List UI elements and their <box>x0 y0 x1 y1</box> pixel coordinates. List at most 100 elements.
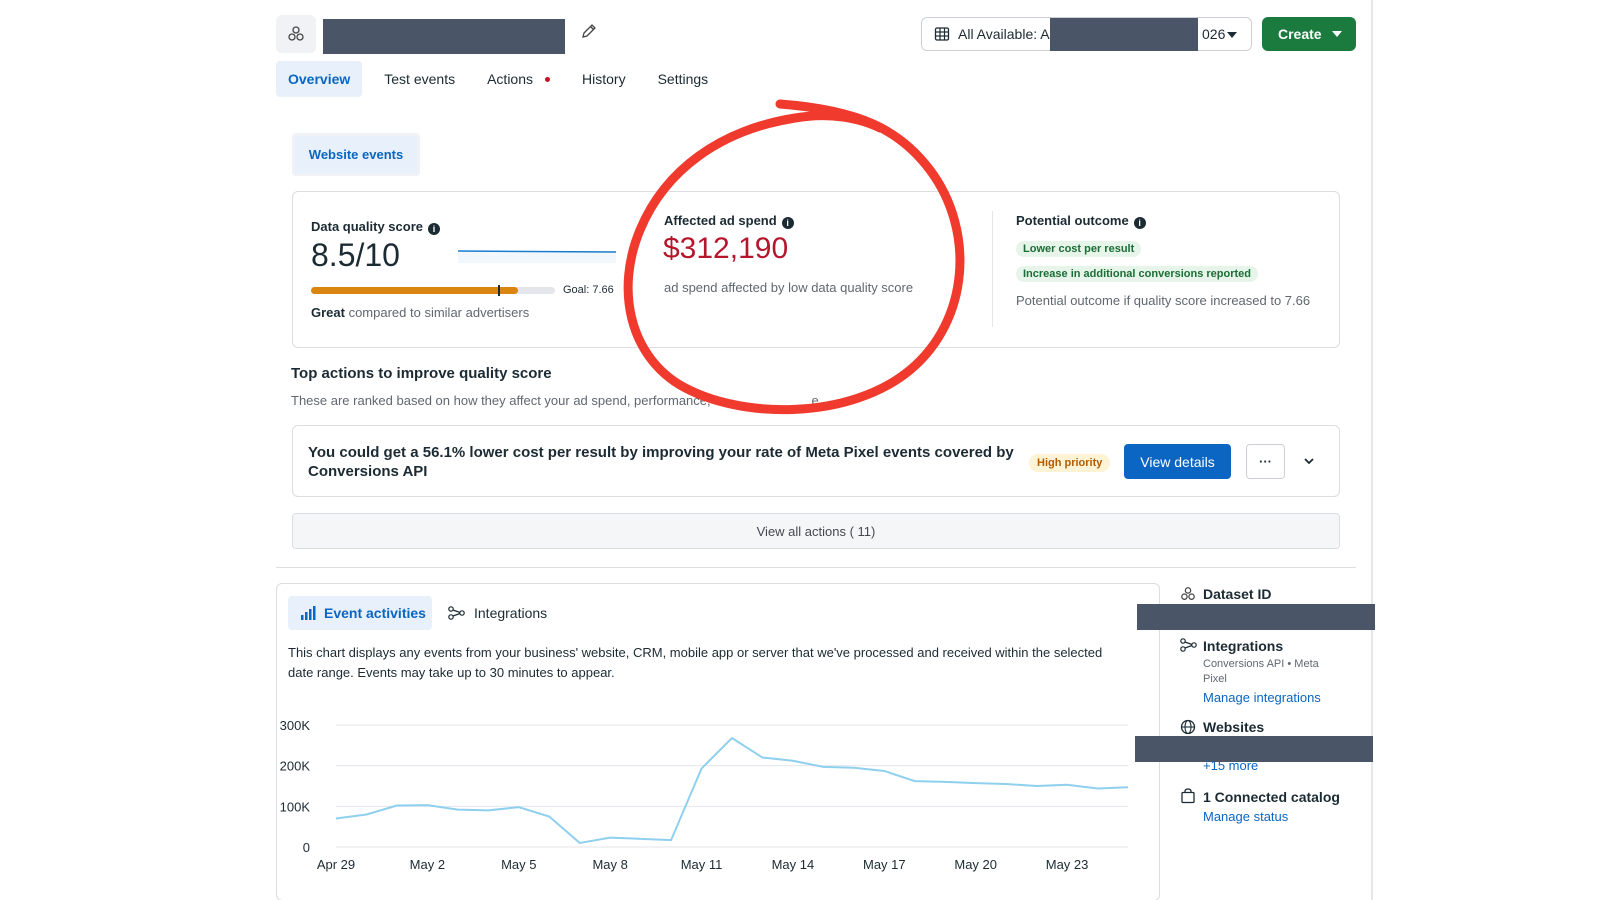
date-range-label: All Available: Ap <box>958 26 1058 42</box>
chevron-down-icon <box>1227 32 1237 38</box>
goal-marker <box>498 285 501 296</box>
dataset-icon <box>288 26 304 41</box>
integrations-icon <box>1180 638 1197 652</box>
x-tick-label: May 20 <box>954 857 997 872</box>
manage-integrations-link[interactable]: Manage integrations <box>1203 690 1321 705</box>
manage-status-link[interactable]: Manage status <box>1203 809 1289 824</box>
high-priority-badge: High priority <box>1029 453 1111 472</box>
integrations-subtitle: Conversions API • Meta Pixel <box>1203 658 1319 685</box>
x-tick-label: May 11 <box>681 857 723 872</box>
subtitle-text: These are ranked based on how they affec… <box>291 393 722 408</box>
x-tick-label: May 17 <box>863 857 906 872</box>
connected-catalog-title: 1 Connected catalog <box>1203 789 1340 805</box>
tab-label: Settings <box>657 71 709 87</box>
y-tick-label: 300K <box>280 718 311 733</box>
event-activities-description: This chart displays any events from your… <box>288 645 1103 680</box>
quality-score-value: 8.5/10 <box>311 237 400 273</box>
more-options-button[interactable]: ··· <box>1246 444 1285 479</box>
potential-outcome-title: Potential outcome i <box>1016 213 1146 229</box>
pill-additional-conversions: Increase in additional conversions repor… <box>1016 264 1259 282</box>
priority-text: High priority <box>1029 454 1111 472</box>
quality-progress-bar <box>311 285 555 296</box>
event-activities-chart: 0 100K 200K 300K Apr 29 May 2 May 5 May 8 May 11… <box>280 718 1129 872</box>
score-trend-sparkline <box>458 250 616 263</box>
tab-label: History <box>582 71 626 87</box>
card-divider <box>992 211 993 327</box>
chevron-down-icon[interactable] <box>1303 456 1315 466</box>
tab-history[interactable]: History <box>570 61 638 97</box>
bar-chart-icon <box>301 606 316 620</box>
tab-actions[interactable]: Actions <box>475 61 562 97</box>
tab-label: Test events <box>384 71 456 87</box>
affected-ad-spend-title: Affected ad spend i <box>664 213 794 229</box>
event-series-line <box>335 736 1129 844</box>
tab-label: Integrations <box>474 605 548 621</box>
integrations-title: Integrations <box>1203 638 1284 654</box>
top-actions-subtitle: These are ranked based on how they affec… <box>291 393 822 408</box>
tab-test-events[interactable]: Test events <box>372 61 467 97</box>
x-tick-label: May 2 <box>410 857 445 872</box>
redacted-date-range <box>1050 18 1198 51</box>
pill-text: Increase in additional conversions repor… <box>1016 266 1259 282</box>
create-label: Create <box>1278 26 1322 42</box>
dataset-id-title: Dataset ID <box>1203 586 1272 602</box>
date-range-suffix: 026 <box>1202 26 1226 42</box>
dataset-icon <box>1181 587 1195 600</box>
affected-title-text: Affected ad spend <box>664 213 777 228</box>
goal-label: Goal: 7.66 <box>563 284 614 296</box>
websites-title: Websites <box>1203 719 1265 735</box>
x-tick-label: May 8 <box>592 857 627 872</box>
x-tick-label: May 5 <box>501 857 536 872</box>
top-actions-title: Top actions to improve quality score <box>291 365 552 382</box>
integrations-icon <box>448 606 465 620</box>
pill-lower-cost: Lower cost per result <box>1016 239 1142 257</box>
y-tick-label: 0 <box>303 840 310 855</box>
x-tick-label: Apr 29 <box>317 857 355 872</box>
info-icon[interactable]: i <box>428 223 440 235</box>
dataset-icon-button[interactable] <box>276 15 316 53</box>
y-tick-label: 200K <box>280 759 311 774</box>
x-tick-label: May 23 <box>1046 857 1089 872</box>
tab-label: Actions <box>487 71 534 87</box>
affected-ad-spend-desc: ad spend affected by low data quality sc… <box>664 280 914 295</box>
redacted-websites <box>1135 736 1373 762</box>
tab-label: Event activities <box>324 605 426 621</box>
create-button[interactable]: Create <box>1262 17 1356 51</box>
redacted-dataset-name <box>323 19 565 54</box>
table-icon <box>934 27 950 41</box>
potential-title-text: Potential outcome <box>1016 213 1129 228</box>
compare-rest: compared to similar advertisers <box>344 305 530 320</box>
right-border <box>1371 0 1373 900</box>
edit-pencil-icon[interactable] <box>580 22 598 40</box>
view-all-actions-button[interactable]: View all actions ( 11) <box>292 513 1340 549</box>
data-quality-title-text: Data quality score <box>311 219 423 234</box>
action-item-text: You could get a 56.1% lower cost per res… <box>308 444 1014 480</box>
y-tick-label: 100K <box>280 799 311 814</box>
data-quality-score-title: Data quality score i <box>311 219 440 235</box>
info-icon[interactable]: i <box>781 217 794 229</box>
x-tick-label: May 14 <box>772 857 815 872</box>
tab-label: Overview <box>288 71 351 87</box>
compare-bold: Great <box>311 305 345 320</box>
tab-integrations[interactable]: Integrations <box>448 596 547 630</box>
tab-overview[interactable]: Overview <box>276 61 363 97</box>
subtitle-tail: e. <box>811 393 823 408</box>
section-divider <box>276 567 1356 568</box>
chevron-down-icon <box>1332 31 1342 37</box>
notification-dot <box>545 76 551 82</box>
website-events-button[interactable]: Website events <box>292 133 420 176</box>
info-icon[interactable]: i <box>1133 217 1146 229</box>
tab-event-activities[interactable]: Event activities <box>288 596 432 630</box>
redacted-dataset-id <box>1137 604 1375 630</box>
main-tabs: Overview Test events Actions History Set… <box>276 61 728 97</box>
quality-compare-text: Great compared to similar advertisers <box>311 305 529 320</box>
quality-progress-fill <box>311 287 519 294</box>
shopping-bag-icon <box>1181 788 1195 804</box>
globe-icon <box>1180 719 1196 735</box>
tab-settings[interactable]: Settings <box>646 61 721 97</box>
affected-ad-spend-value: $312,190 <box>663 232 789 265</box>
potential-outcome-desc: Potential outcome if quality score incre… <box>1016 293 1311 308</box>
view-details-button[interactable]: View details <box>1124 444 1231 479</box>
pill-text: Lower cost per result <box>1016 241 1142 257</box>
